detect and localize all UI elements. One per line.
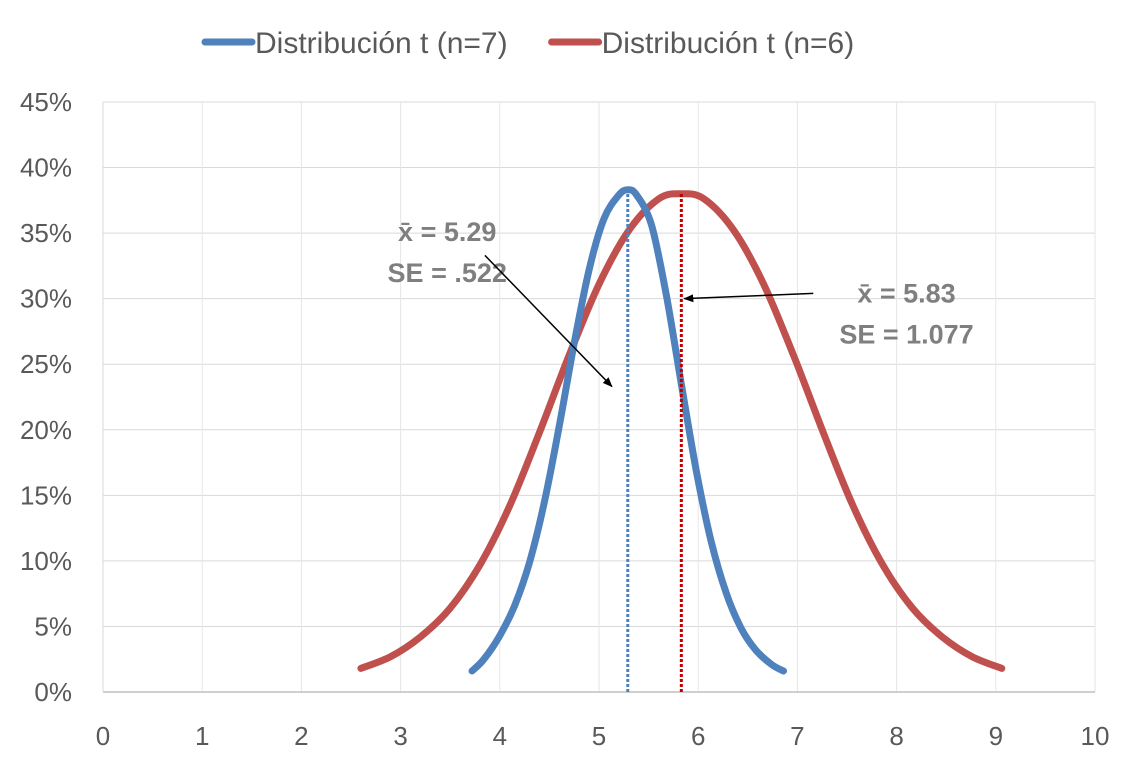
annotation-text: SE = .522	[388, 258, 507, 288]
y-tick-label: 35%	[20, 218, 72, 248]
y-tick-label: 0%	[34, 677, 72, 707]
x-tick-label: 10	[1081, 721, 1110, 751]
x-tick-label: 3	[393, 721, 407, 751]
x-tick-label: 8	[889, 721, 903, 751]
series-group	[357, 186, 1006, 675]
legend-label: Distribución t (n=7)	[255, 27, 508, 60]
annotation-arrow	[484, 254, 613, 388]
x-tick-label: 1	[195, 721, 209, 751]
annotation-arrow	[683, 292, 814, 303]
y-tick-label: 15%	[20, 480, 72, 510]
annotation-text: x̄ = 5.29	[398, 217, 496, 247]
y-tick-label: 45%	[20, 87, 72, 117]
series-line-distribuci-n-t-n-6	[357, 190, 1006, 672]
mean-markers	[626, 189, 683, 692]
x-tick-label: 6	[691, 721, 705, 751]
legend: Distribución t (n=7) Distribución t (n=6)	[201, 27, 855, 60]
legend-label: Distribución t (n=6)	[602, 27, 855, 60]
y-tick-label: 5%	[34, 611, 72, 641]
y-tick-label: 25%	[20, 349, 72, 379]
y-tick-label: 40%	[20, 153, 72, 183]
x-tick-label: 9	[989, 721, 1003, 751]
y-tick-label: 30%	[20, 284, 72, 314]
gridlines	[103, 101, 1096, 692]
x-tick-label: 2	[294, 721, 308, 751]
x-tick-label: 7	[790, 721, 804, 751]
annotation-text: SE = 1.077	[839, 320, 973, 350]
y-tick-label: 10%	[20, 546, 72, 576]
x-tick-label: 0	[96, 721, 110, 751]
annotations: x̄ = 5.29 SE = .522 x̄ = 5.83 SE = 1.077	[388, 217, 974, 388]
annotation-text: x̄ = 5.83	[857, 279, 955, 309]
series-line-distribuci-n-t-n-7	[468, 186, 787, 675]
y-tick-label: 20%	[20, 415, 72, 445]
x-tick-label: 4	[493, 721, 507, 751]
x-tick-label: 5	[592, 721, 606, 751]
axes: 0% 5% 10% 15% 20% 25% 30% 35% 40% 45% 0 1 2 3 4 5 6 7 8 9 10	[20, 87, 1110, 751]
